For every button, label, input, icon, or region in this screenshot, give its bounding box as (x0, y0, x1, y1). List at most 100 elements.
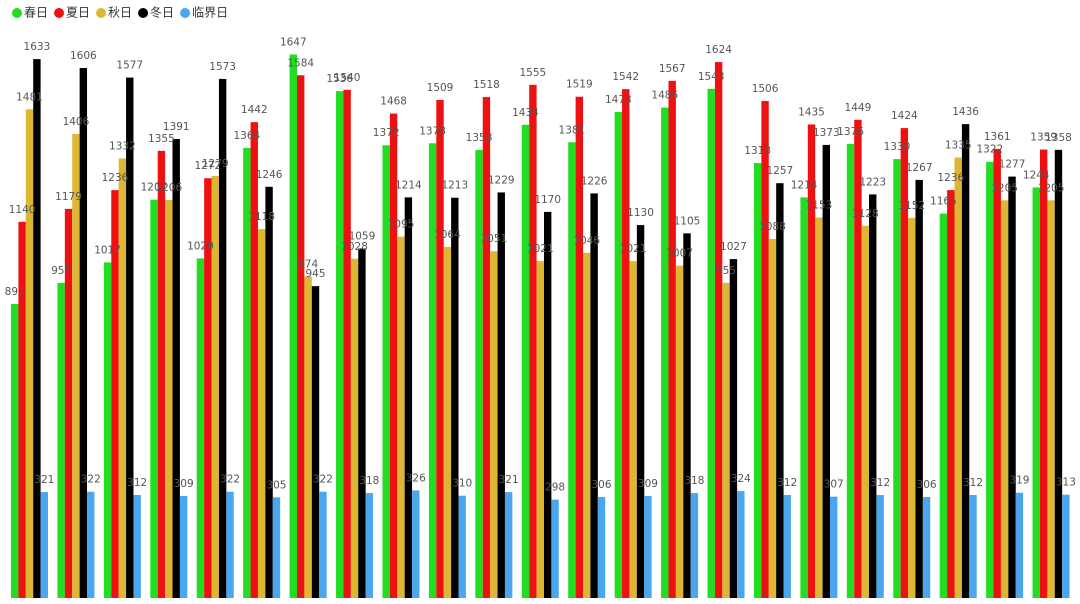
bar (986, 161, 994, 599)
bar (668, 80, 676, 598)
data-label: 1518 (473, 79, 500, 91)
bar (336, 91, 344, 599)
bar (521, 124, 530, 598)
bar (737, 491, 745, 598)
bar (289, 54, 298, 599)
data-label: 1543 (698, 71, 725, 83)
data-label: 1364 (234, 130, 261, 142)
bar (644, 496, 652, 598)
data-label: 1105 (674, 215, 701, 227)
data-label: 1267 (906, 162, 933, 174)
data-label: 1179 (55, 191, 82, 203)
bar (1039, 149, 1048, 598)
data-label: 326 (406, 472, 426, 484)
data-label: 1335 (945, 139, 972, 151)
data-label: 1468 (380, 96, 407, 108)
data-label: 305 (266, 479, 286, 491)
legend-label: 秋日 (108, 6, 132, 20)
data-label: 312 (127, 477, 147, 489)
data-label: 1434 (512, 107, 539, 119)
bar (1032, 187, 1040, 599)
bar (629, 261, 637, 598)
data-label: 1376 (837, 126, 864, 138)
data-label: 1244 (1023, 169, 1050, 181)
data-label: 1449 (845, 102, 872, 114)
data-label: 1028 (341, 241, 368, 253)
bar (822, 144, 830, 598)
bar (707, 88, 715, 598)
bar (714, 62, 723, 598)
data-label: 1064 (434, 229, 461, 241)
data-label: 1624 (705, 44, 732, 56)
bar (947, 190, 955, 598)
bar (443, 246, 452, 598)
data-label: 1372 (373, 127, 400, 139)
data-label: 318 (684, 475, 704, 487)
data-label: 306 (591, 479, 611, 491)
bar (350, 258, 359, 598)
data-label: 1330 (884, 141, 911, 153)
data-label: 307 (824, 479, 844, 491)
bar (993, 148, 1001, 598)
bar (807, 124, 816, 598)
data-label: 324 (731, 473, 751, 485)
bar (846, 143, 855, 599)
data-label: 1130 (627, 207, 654, 219)
data-label: 1153 (806, 200, 833, 212)
bar (165, 200, 173, 598)
data-label: 312 (777, 477, 797, 489)
data-label: 306 (917, 479, 937, 491)
bar (72, 134, 80, 598)
data-label: 1506 (752, 83, 779, 95)
data-label: 1223 (859, 176, 886, 188)
bar (428, 143, 437, 598)
data-label: 321 (499, 474, 519, 486)
data-label: 1332 (109, 140, 136, 152)
data-label: 1236 (102, 172, 129, 184)
data-label: 1647 (280, 36, 307, 48)
data-label: 1406 (63, 116, 90, 128)
bar (1054, 149, 1063, 599)
bar (475, 149, 483, 599)
data-label: 1257 (766, 165, 793, 177)
data-label: 1051 (480, 233, 507, 245)
data-label: 319 (1009, 475, 1029, 487)
bar (800, 197, 808, 598)
data-label: 1573 (209, 61, 236, 73)
bar (876, 495, 884, 598)
data-label: 1226 (581, 175, 608, 187)
data-label: 1536 (326, 73, 353, 85)
bar (1008, 176, 1016, 598)
bar (661, 107, 669, 599)
legend-label: 冬日 (150, 5, 174, 20)
bar (111, 190, 119, 598)
data-label: 1378 (419, 125, 446, 137)
bar (568, 142, 576, 598)
data-label: 1207 (141, 182, 168, 194)
bar (1047, 200, 1055, 598)
bar (675, 265, 684, 598)
bar (961, 124, 970, 599)
data-label: 955 (51, 265, 71, 277)
bar (829, 496, 838, 598)
data-label: 1165 (930, 196, 957, 208)
bar (172, 138, 180, 598)
data-label: 1391 (163, 121, 190, 133)
data-label: 1322 (976, 144, 1003, 156)
bar (869, 194, 877, 598)
data-label: 1007 (666, 248, 693, 260)
data-label: 1213 (441, 180, 468, 192)
bar (783, 495, 791, 598)
data-label: 1555 (520, 67, 547, 79)
data-label: 1205 (991, 182, 1018, 194)
data-label: 1088 (759, 221, 786, 233)
data-label: 1381 (559, 124, 586, 136)
data-label: 1424 (891, 110, 918, 122)
bar (297, 75, 305, 598)
bar (1015, 492, 1024, 598)
data-label: 1128 (852, 208, 879, 220)
data-label: 309 (638, 478, 658, 490)
bar (969, 495, 977, 598)
data-label: 1277 (999, 159, 1026, 171)
data-label: 322 (220, 474, 240, 486)
